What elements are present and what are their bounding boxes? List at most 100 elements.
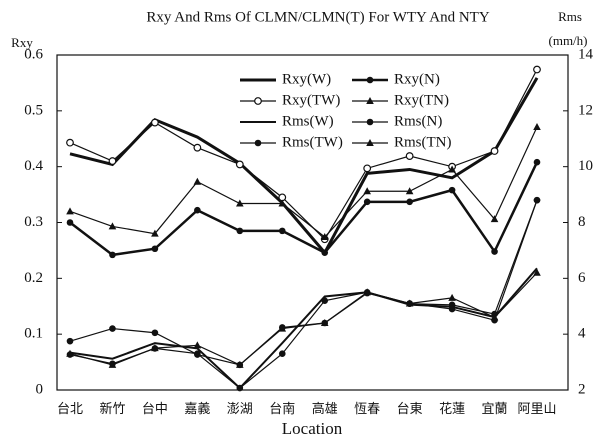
y2-tick-label: 2 — [578, 381, 586, 397]
marker — [320, 233, 329, 241]
marker — [108, 222, 117, 230]
y2-tick-label: 4 — [578, 326, 586, 342]
series-line — [69, 267, 538, 390]
marker — [151, 344, 159, 352]
marker — [236, 199, 244, 207]
x-tick-label: 台東 — [397, 401, 423, 416]
marker — [366, 76, 374, 84]
marker — [66, 138, 74, 147]
marker — [278, 199, 287, 207]
marker — [109, 251, 116, 259]
marker — [533, 123, 541, 131]
marker — [254, 97, 262, 105]
marker — [363, 187, 371, 195]
legend-label: Rxy(TW) — [282, 92, 340, 108]
marker — [490, 147, 499, 155]
x-tick-label: 台北 — [57, 401, 83, 416]
marker — [194, 206, 201, 214]
x-tick-label: 花蓮 — [439, 401, 465, 416]
x-tick-label: 高雄 — [312, 401, 338, 416]
series-line — [69, 126, 538, 238]
marker — [363, 164, 372, 173]
marker — [254, 139, 262, 147]
marker — [321, 249, 329, 256]
legend-label: Rms(W) — [282, 113, 334, 129]
marker — [533, 268, 541, 276]
x-tick-label: 新竹 — [99, 401, 125, 416]
legend-label: Rxy(W) — [282, 71, 331, 87]
x-tick-label: 澎湖 — [227, 401, 253, 416]
marker — [278, 350, 286, 358]
marker — [66, 207, 74, 215]
marker — [491, 248, 498, 255]
y-tick-label: 0.2 — [24, 270, 43, 286]
series-line — [69, 69, 538, 241]
chart-title: Rxy And Rms Of CLMN/CLMN(T) For WTY And … — [146, 9, 490, 25]
legend-label: Rms(TN) — [394, 134, 452, 150]
y-tick-label: 0.5 — [24, 102, 43, 118]
y2-tick-label: 6 — [578, 270, 586, 286]
marker — [405, 152, 414, 160]
x-tick-label: 台中 — [142, 401, 168, 416]
marker — [533, 158, 541, 166]
marker — [151, 118, 159, 127]
y2-axis-label: Rms — [558, 9, 582, 24]
x-tick-label: 嘉義 — [184, 401, 210, 416]
marker — [448, 165, 456, 173]
marker — [366, 118, 374, 126]
marker — [405, 299, 414, 307]
y2-tick-label: 12 — [578, 102, 593, 118]
y-tick-label: 0 — [36, 381, 44, 397]
legend-label: Rxy(TN) — [394, 92, 449, 108]
marker — [236, 360, 244, 368]
marker — [363, 198, 371, 206]
y2-tick-label: 14 — [578, 46, 594, 62]
marker — [490, 215, 499, 223]
marker — [151, 229, 159, 237]
marker — [151, 329, 159, 337]
legend-label: Rms(TW) — [282, 134, 343, 150]
x-tick-label: 阿里山 — [517, 401, 556, 416]
marker — [278, 227, 286, 235]
y2-tick-label: 10 — [578, 158, 593, 174]
marker — [66, 219, 74, 226]
marker — [448, 305, 456, 313]
series-line — [69, 272, 538, 366]
marker — [533, 196, 541, 204]
y2-axis-label: (mm/h) — [549, 33, 588, 48]
marker — [193, 143, 202, 152]
marker — [278, 324, 287, 332]
marker — [108, 360, 117, 368]
y-tick-label: 0.6 — [24, 46, 43, 62]
x-tick-label: 台南 — [269, 401, 295, 416]
y-tick-label: 0.3 — [24, 214, 43, 230]
legend-label: Rxy(N) — [394, 71, 440, 87]
series-line — [69, 199, 538, 366]
marker — [448, 186, 456, 194]
marker — [366, 97, 374, 104]
marker — [366, 139, 374, 146]
x-tick-label: 宜蘭 — [482, 401, 508, 416]
marker — [235, 160, 244, 169]
series-line — [69, 77, 539, 256]
marker — [193, 341, 202, 349]
y2-tick-label: 8 — [578, 214, 586, 230]
marker — [320, 319, 329, 326]
marker — [66, 349, 74, 357]
y-tick-label: 0.4 — [24, 158, 43, 174]
marker — [151, 245, 159, 253]
marker — [108, 157, 117, 165]
y-tick-label: 0.1 — [24, 326, 43, 342]
legend-label: Rms(N) — [394, 113, 442, 129]
x-axis-label: Location — [282, 419, 343, 438]
marker — [405, 187, 414, 195]
marker — [406, 198, 413, 206]
marker — [363, 288, 371, 296]
series-line — [69, 161, 539, 257]
marker — [448, 293, 456, 301]
marker — [490, 313, 499, 321]
marker — [66, 337, 74, 345]
marker — [236, 227, 244, 235]
marker — [109, 325, 116, 332]
